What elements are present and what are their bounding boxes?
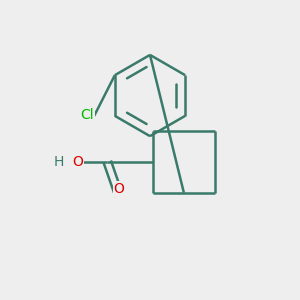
Text: Cl: Cl [80,108,94,122]
Text: O: O [114,182,124,196]
Text: H: H [53,155,64,169]
Text: O: O [72,155,83,169]
